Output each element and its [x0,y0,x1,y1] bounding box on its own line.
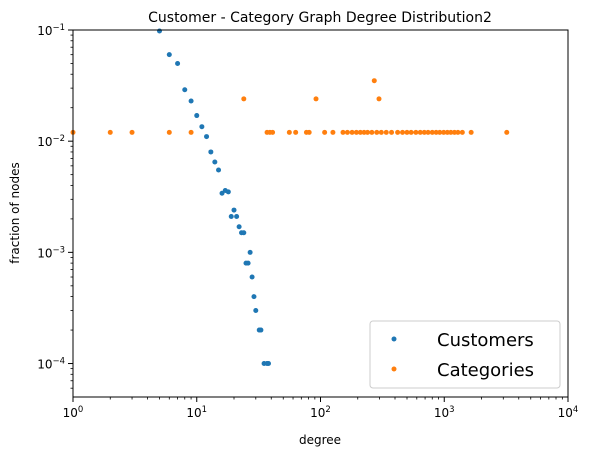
y-tick-label: 10−3 [37,245,65,260]
categories-point [349,129,355,135]
customers-point [266,361,271,367]
categories-point [107,129,113,135]
customers-point [212,159,218,165]
categories-point [241,96,247,102]
customers-point [204,134,210,140]
categories-point [357,129,363,135]
categories-point [441,129,447,135]
customers-point [245,260,251,266]
categories-point [504,129,510,135]
categories-point [306,129,312,135]
customers-point [216,167,222,173]
customers-point [182,87,188,93]
plot-area [70,28,510,367]
categories-point [451,129,457,135]
y-tick-label: 10−2 [37,134,65,149]
categories-point [417,129,423,135]
categories-point [330,129,336,135]
categories-point [421,129,427,135]
customers-point [199,124,205,130]
customers-point [236,224,242,230]
x-tick-label: 103 [434,405,455,420]
categories-point [404,129,410,135]
legend-box [369,320,561,389]
x-tick-label: 101 [186,405,207,420]
legend-marker-customers [391,336,397,342]
customers-point [208,149,214,155]
x-axis: 100 101 102 103 104 [63,397,579,420]
categories-point [340,129,346,135]
categories-point [293,129,299,135]
categories-point [425,129,431,135]
categories-point [455,129,461,135]
categories-point [376,96,382,102]
categories-point [129,129,135,135]
categories-point [448,129,454,135]
y-tick-label: 10−1 [37,23,65,38]
customers-point [188,98,194,104]
x-tick-label: 100 [63,405,84,420]
y-axis: 10−4 10−3 10−2 10−1 [37,23,73,389]
categories-point [383,129,389,135]
legend-marker-categories [391,366,397,372]
customers-point [157,28,162,34]
customers-point [258,327,264,333]
categories-point [395,129,401,135]
x-tick-label: 102 [310,405,331,420]
customers-point [228,214,234,220]
categories-point [374,129,380,135]
customers-point [166,52,172,58]
customers-point [253,307,259,313]
categories-point [361,129,367,135]
categories-point [270,129,276,135]
categories-point [344,129,350,135]
categories-point [369,129,375,135]
x-axis-label: degree [299,433,341,447]
customers-point [249,274,255,280]
categories-point [400,129,406,135]
categories-point [433,129,439,135]
customers-point [234,214,240,220]
customers-point [225,189,231,195]
categories-point [188,129,194,135]
categories-point [408,129,414,135]
categories-point [313,96,319,102]
categories-point [166,129,172,135]
customers-point [231,207,237,213]
categories-point [353,129,359,135]
customers-point [194,113,200,119]
customers-point [219,190,225,196]
categories-point [389,129,395,135]
categories-point [459,129,465,135]
categories-point [365,129,371,135]
legend: Customers Categories [369,320,561,389]
customers-point [175,60,181,66]
legend-label-customers: Customers [437,330,534,351]
y-tick-label: 10−4 [37,357,65,372]
chart-title: Customer - Category Graph Degree Distrib… [148,10,492,26]
categories-point [429,129,435,135]
customers-point [241,230,247,236]
categories-point [322,129,328,135]
customers-point [251,294,257,300]
categories-point [286,129,292,135]
categories-point [437,129,443,135]
categories-point [378,129,384,135]
y-axis-label: fraction of nodes [8,162,22,264]
x-tick-label: 104 [558,405,579,420]
categories-point [444,129,450,135]
categories-point [371,78,377,84]
customers-point [247,249,253,255]
categories-point [468,129,474,135]
legend-label-categories: Categories [437,360,534,381]
categories-point [413,129,419,135]
